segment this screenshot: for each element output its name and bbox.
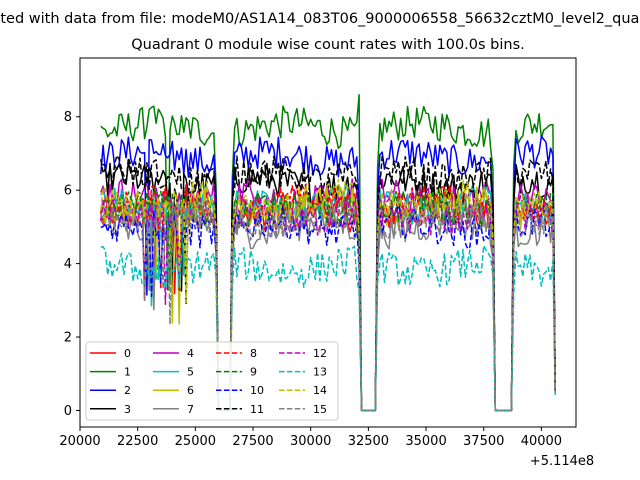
figure-suptitle: Plot generated with data from file: mode…: [0, 11, 640, 27]
series-line-11: [100, 154, 556, 412]
series-line-14: [100, 178, 556, 412]
legend-label-7: 7: [187, 403, 194, 416]
series-layer: [100, 93, 556, 412]
x-tick-label: 22500: [117, 434, 158, 449]
x-tick-label: 32500: [348, 434, 389, 449]
legend-label-8: 8: [250, 347, 257, 360]
y-tick-label: 4: [64, 257, 72, 272]
legend-label-0: 0: [124, 347, 131, 360]
x-offset-label: +5.114e8: [530, 454, 594, 469]
x-tick-label: 40000: [521, 434, 562, 449]
x-tick-label: 25000: [175, 434, 216, 449]
x-tick-label: 37500: [463, 434, 504, 449]
plot-frame: [79, 57, 577, 428]
legend-label-9: 9: [250, 366, 257, 379]
legend-label-6: 6: [187, 384, 194, 397]
legend-label-5: 5: [187, 366, 194, 379]
legend-label-13: 13: [313, 366, 327, 379]
x-tick-label: 20000: [59, 434, 100, 449]
y-tick-label: 2: [64, 331, 72, 346]
axes-layer: 20000 22500 25000 27500 30000 32500 35000 37500…: [59, 57, 577, 449]
chart-title: Quadrant 0 module wise count rates with …: [131, 37, 525, 53]
y-tick-label: 8: [64, 110, 72, 125]
legend-label-15: 15: [313, 403, 327, 416]
legend-label-1: 1: [124, 366, 131, 379]
x-tick-label: 27500: [232, 434, 273, 449]
legend-label-3: 3: [124, 403, 131, 416]
legend-label-11: 11: [250, 403, 264, 416]
legend-label-14: 14: [313, 384, 327, 397]
series-line-1: [100, 93, 556, 412]
legend-label-12: 12: [313, 347, 327, 360]
legend-frame: [85, 341, 339, 421]
legend-label-4: 4: [187, 347, 194, 360]
series-line-2: [100, 135, 556, 412]
x-tick-label: 30000: [290, 434, 331, 449]
series-line-10: [100, 204, 556, 412]
series-line-13: [100, 244, 556, 412]
legend-label-10: 10: [250, 384, 264, 397]
legend-label-2: 2: [124, 384, 131, 397]
x-tick-label: 35000: [405, 434, 446, 449]
series-line-15: [100, 197, 556, 412]
y-tick-label: 6: [64, 184, 72, 199]
y-tick-label: 0: [64, 404, 72, 419]
series-line-8: [100, 183, 556, 412]
